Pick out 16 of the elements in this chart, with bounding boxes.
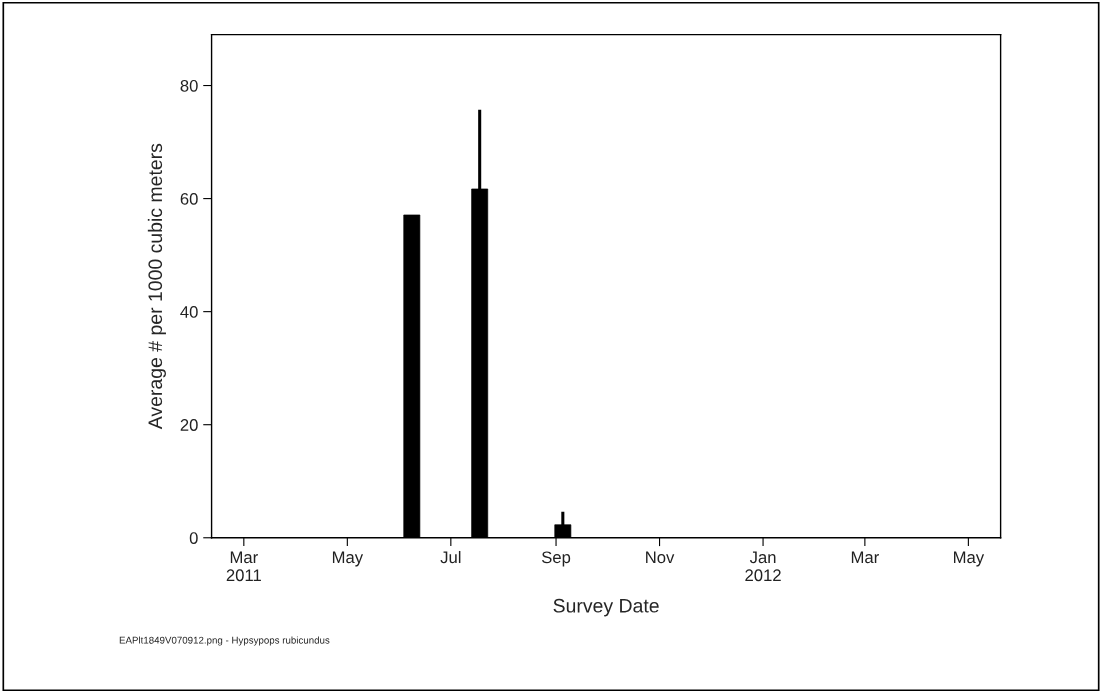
text: EAPlt1849V070912.png - Hypsypops rubicundus — [119, 636, 330, 646]
x-tick-label: Jan 2012 — [745, 551, 781, 582]
x-tick-label: Jul — [440, 550, 461, 564]
y-tick-label: 0 — [189, 532, 198, 544]
x-tick-label: Nov — [646, 551, 675, 564]
y-tick-label: 60 — [180, 192, 198, 205]
y-tick-label: 80 — [180, 79, 198, 92]
y-axis-title: Average # per 1000 cubic meters — [147, 143, 166, 430]
x-tick-label: May — [332, 551, 364, 567]
x-tick-label: Sep — [541, 551, 571, 567]
y-tick-label: 40 — [180, 306, 198, 318]
x-tick-label: May — [954, 551, 985, 567]
x-axis-title: Survey Date — [553, 598, 659, 617]
x-tick-label: Mar 2011 — [226, 551, 261, 582]
y-tick-label: 20 — [180, 419, 198, 431]
x-tick-label: Mar — [851, 551, 879, 564]
